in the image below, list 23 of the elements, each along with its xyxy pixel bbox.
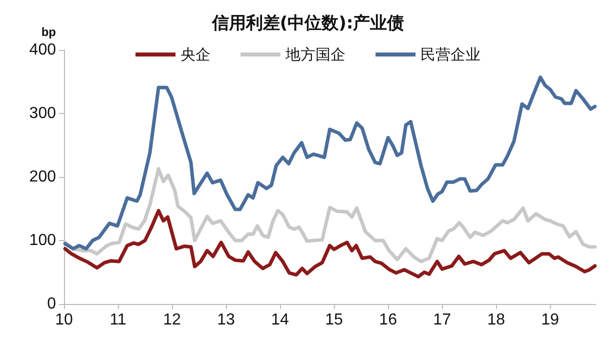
legend-label: 民营企业 [420, 46, 480, 64]
y-tick-label: 100 [29, 232, 56, 249]
legend-label: 地方国企 [284, 46, 346, 64]
x-tick-label: 18 [487, 312, 506, 328]
x-tick-label: 12 [163, 312, 182, 328]
y-tick-label: 300 [29, 105, 56, 122]
x-tick-label: 10 [55, 312, 73, 328]
x-tick-label: 16 [379, 312, 398, 328]
x-tick-label: 15 [325, 312, 344, 328]
x-tick-label: 11 [110, 312, 126, 328]
x-tick-label: 19 [541, 312, 560, 328]
chart-title: 信用利差(中位数):产业债 [210, 14, 404, 34]
y-axis-title: bp [41, 25, 56, 39]
x-tick-label: 17 [433, 312, 452, 328]
line-series [63, 166, 597, 264]
y-tick-label: 0 [47, 296, 56, 312]
line-series [63, 208, 597, 278]
y-tick-label: 200 [29, 168, 56, 186]
x-tick-label: 14 [271, 312, 290, 328]
line-series [63, 76, 597, 251]
y-tick-label: 400 [29, 42, 56, 58]
x-tick-label: 13 [217, 312, 236, 328]
legend-label: 央企 [180, 46, 210, 64]
